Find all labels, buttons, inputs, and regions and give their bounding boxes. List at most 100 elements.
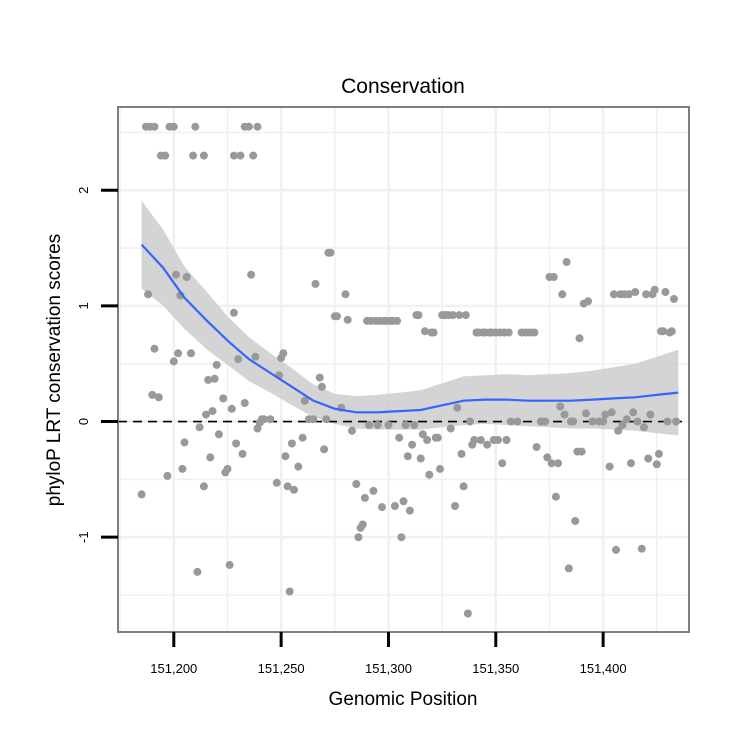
data-point bbox=[451, 502, 459, 510]
data-point bbox=[290, 485, 298, 494]
data-point bbox=[397, 533, 406, 542]
data-point bbox=[287, 439, 296, 448]
data-point bbox=[483, 440, 492, 449]
data-point bbox=[191, 122, 200, 131]
panel-border bbox=[117, 106, 690, 633]
data-point bbox=[605, 462, 614, 471]
data-point bbox=[208, 407, 217, 416]
data-point bbox=[352, 480, 361, 488]
data-point bbox=[455, 311, 464, 320]
data-point bbox=[558, 290, 567, 299]
data-point bbox=[283, 482, 292, 491]
data-point bbox=[300, 396, 309, 405]
x-axis-title: Genomic Position bbox=[329, 689, 478, 710]
data-point bbox=[311, 279, 320, 288]
data-point bbox=[238, 449, 247, 458]
data-point bbox=[281, 452, 290, 461]
data-point bbox=[577, 447, 586, 456]
smooth-line bbox=[140, 243, 679, 414]
data-point bbox=[333, 312, 341, 321]
data-point bbox=[384, 421, 393, 429]
data-point bbox=[354, 533, 363, 542]
data-point bbox=[554, 459, 563, 468]
data-point bbox=[562, 258, 571, 266]
x-tick-label: 151,300 bbox=[365, 661, 412, 676]
data-point bbox=[154, 393, 163, 402]
data-point bbox=[670, 295, 678, 303]
data-point bbox=[622, 415, 631, 424]
data-point bbox=[247, 270, 256, 279]
data-point bbox=[506, 417, 515, 426]
data-point bbox=[661, 288, 670, 296]
chart-title: Conservation bbox=[341, 75, 465, 98]
data-point bbox=[317, 382, 326, 391]
data-point bbox=[429, 328, 438, 337]
data-point bbox=[549, 273, 558, 281]
data-point bbox=[459, 482, 468, 491]
data-point bbox=[401, 421, 410, 429]
data-point bbox=[654, 449, 663, 458]
data-point bbox=[390, 502, 399, 510]
data-point bbox=[560, 410, 569, 419]
data-point bbox=[285, 587, 294, 596]
data-point bbox=[633, 417, 642, 426]
y-tick-label: 0 bbox=[76, 418, 91, 425]
y-tick-label: -1 bbox=[76, 531, 91, 543]
data-point bbox=[629, 408, 638, 417]
data-point bbox=[498, 459, 507, 468]
data-point bbox=[433, 433, 442, 442]
data-point bbox=[446, 424, 455, 433]
data-point bbox=[169, 357, 178, 366]
data-point bbox=[408, 440, 417, 449]
data-point bbox=[588, 417, 597, 426]
data-point bbox=[169, 122, 178, 131]
y-tick-label: 1 bbox=[76, 302, 91, 309]
data-point bbox=[137, 490, 146, 499]
x-tick-label: 151,250 bbox=[258, 661, 305, 676]
data-point bbox=[637, 544, 646, 553]
data-point bbox=[244, 122, 253, 131]
data-point bbox=[461, 311, 470, 320]
data-point bbox=[494, 436, 502, 444]
data-point bbox=[251, 352, 260, 361]
data-point bbox=[358, 520, 367, 529]
data-point bbox=[672, 417, 681, 426]
data-point bbox=[624, 290, 633, 299]
data-point bbox=[210, 374, 219, 383]
data-point bbox=[423, 436, 432, 444]
data-point bbox=[448, 311, 457, 320]
data-point bbox=[513, 417, 522, 426]
smooth-line-layer bbox=[140, 243, 679, 414]
data-point bbox=[571, 517, 580, 525]
data-point bbox=[663, 417, 672, 426]
data-point bbox=[232, 439, 241, 448]
data-point bbox=[206, 453, 215, 462]
data-point bbox=[410, 421, 419, 429]
data-point bbox=[650, 285, 659, 294]
data-point bbox=[463, 609, 472, 618]
data-point bbox=[399, 497, 408, 506]
data-point bbox=[219, 394, 228, 403]
data-point bbox=[564, 564, 573, 573]
data-point bbox=[601, 410, 610, 419]
data-point bbox=[470, 436, 479, 444]
data-point bbox=[569, 417, 578, 426]
data-point bbox=[618, 421, 627, 429]
data-point bbox=[532, 443, 541, 451]
data-point bbox=[212, 360, 221, 369]
data-point bbox=[150, 122, 159, 131]
data-point bbox=[612, 545, 620, 554]
data-point bbox=[315, 373, 324, 382]
data-point bbox=[199, 151, 208, 160]
data-point bbox=[614, 426, 623, 435]
data-point bbox=[365, 421, 374, 429]
axis-layer: 151,200 151,250 151,300 151,350 151,400 -1 0 1 2 bbox=[76, 187, 627, 676]
data-point bbox=[279, 349, 288, 358]
data-point bbox=[646, 410, 655, 419]
x-tick-label: 151,400 bbox=[580, 661, 627, 676]
data-point bbox=[403, 452, 412, 461]
data-point bbox=[204, 375, 213, 384]
data-point bbox=[326, 248, 335, 257]
data-point bbox=[425, 470, 434, 479]
